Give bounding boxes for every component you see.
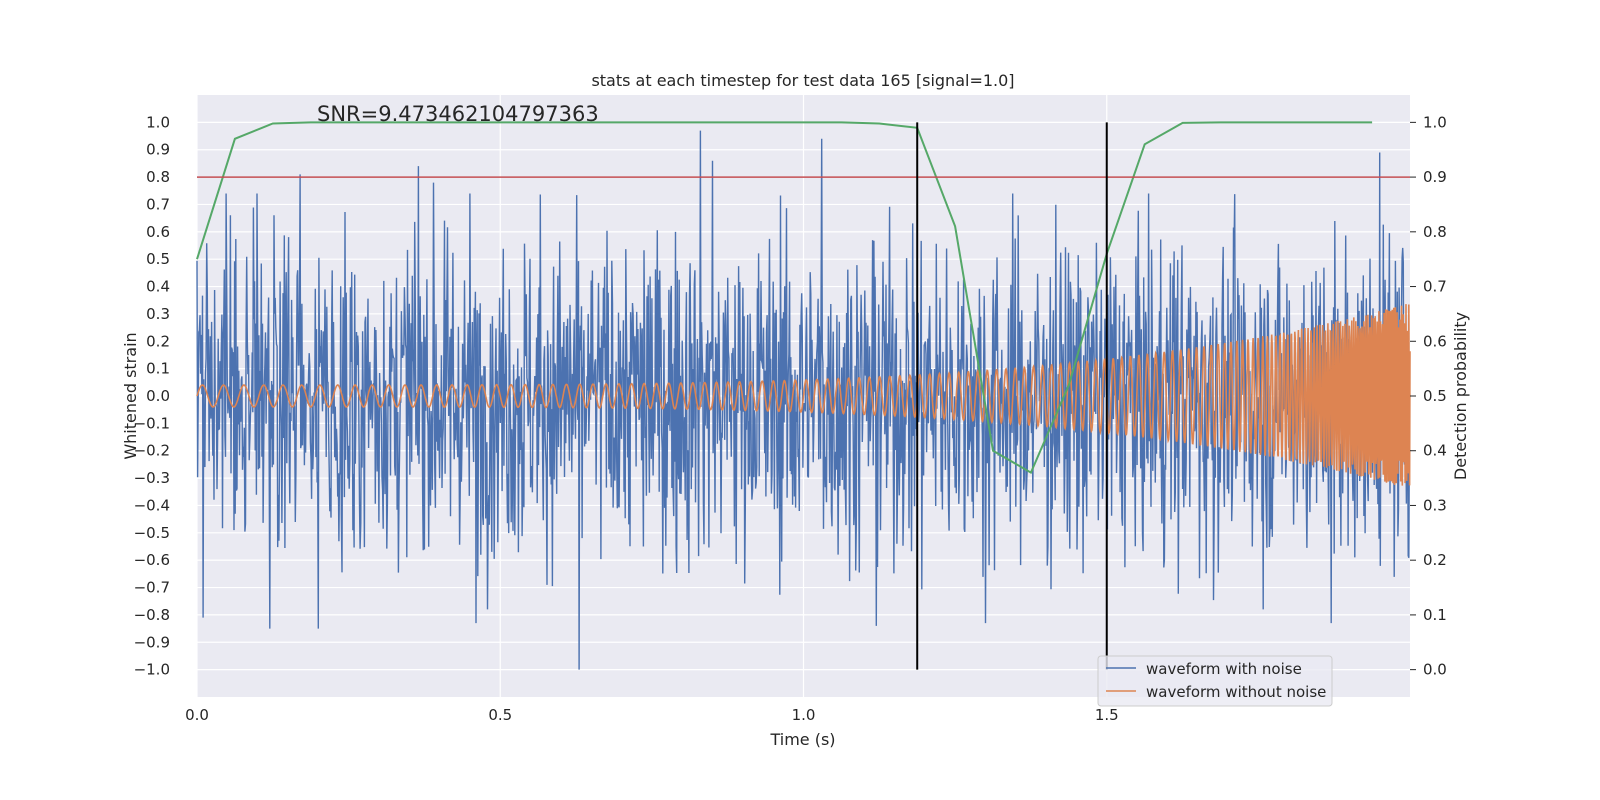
y-tick-label: −0.7	[134, 579, 170, 597]
y-tick-label: 0.1	[146, 360, 170, 378]
x-tick-label: 1.5	[1095, 706, 1119, 724]
y2-tick-label: 0.9	[1423, 168, 1447, 186]
legend-frame	[1097, 655, 1333, 707]
y-tick-label: 0.0	[146, 387, 170, 405]
y-tick-label: −0.8	[134, 606, 170, 624]
reference-lines	[197, 122, 1410, 670]
series-waveform-with-noise	[196, 130, 1411, 670]
y-tick-label: 0.3	[146, 305, 170, 323]
y2-tick-label: 0.4	[1423, 442, 1447, 460]
y-tick-label: −0.4	[134, 496, 170, 514]
legend-label-clean: waveform without noise	[1146, 683, 1326, 701]
snr-annotation: SNR=9.473462104797363	[317, 102, 599, 126]
x-axis-label: Time (s)	[769, 730, 835, 749]
y-tick-label: −0.5	[134, 524, 170, 542]
x-tick-label: 1.0	[792, 706, 816, 724]
x-tick-label: 0.0	[185, 706, 209, 724]
clean-line	[196, 304, 1411, 486]
x-tick-label: 0.5	[488, 706, 512, 724]
y-tick-label: 0.2	[146, 332, 170, 350]
y-tick-label: −1.0	[134, 661, 170, 679]
y-tick-label: −0.6	[134, 551, 170, 569]
y-tick-label: −0.9	[134, 633, 170, 651]
legend-label-noise: waveform with noise	[1146, 660, 1302, 678]
noise-line	[196, 130, 1411, 670]
y-tick-label: −0.1	[134, 414, 170, 432]
y-tick-label: −0.3	[134, 469, 170, 487]
y2-tick-label: 0.0	[1423, 661, 1447, 679]
series-waveform-without-noise	[196, 304, 1411, 486]
y-tick-label: 0.7	[146, 195, 170, 213]
y-tick-label: 0.8	[146, 168, 170, 186]
series-detection-probability	[196, 121, 1373, 475]
y-tick-label: 0.4	[146, 278, 170, 296]
y-tick-label: 1.0	[146, 113, 170, 131]
y2-tick-label: 0.7	[1423, 278, 1447, 296]
y2-tick-label: 0.8	[1423, 223, 1447, 241]
y2-tick-label: 0.3	[1423, 496, 1447, 514]
y2-tick-label: 0.6	[1423, 332, 1447, 350]
axis-ticks: 0.0 0.5 1.0 1.5 1.0 0.9 0.8 0.7 0.6 0.5 0.4 0.3 0.2 0…	[134, 113, 1447, 724]
probability-line	[196, 121, 1373, 475]
y-axis-label: Whitened strain	[121, 332, 140, 459]
y2-tick-label: 0.5	[1423, 387, 1447, 405]
y-tick-label: 0.6	[146, 223, 170, 241]
y-tick-label: 0.9	[146, 141, 170, 159]
y2-tick-label: 1.0	[1423, 113, 1447, 131]
y-tick-label: 0.5	[146, 250, 170, 268]
y2-tick-label: 0.2	[1423, 551, 1447, 569]
chart-title: stats at each timestep for test data 165…	[591, 71, 1014, 90]
y2-axis-label: Detection probability	[1451, 312, 1470, 480]
y-tick-label: −0.2	[134, 442, 170, 460]
legend: waveform with noise waveform without noi…	[1097, 655, 1333, 707]
y2-tick-label: 0.1	[1423, 606, 1447, 624]
